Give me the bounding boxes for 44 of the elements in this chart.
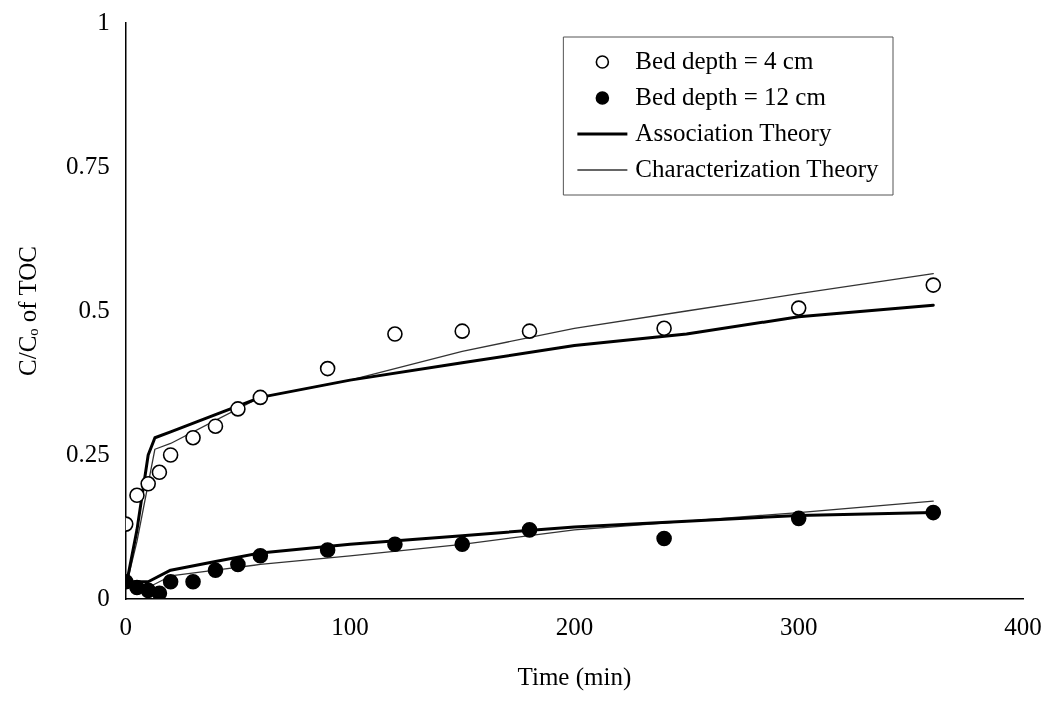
legend-label: Association Theory (635, 118, 832, 146)
point (129, 487, 145, 504)
point (207, 562, 224, 578)
point (319, 542, 336, 558)
point (454, 323, 471, 339)
point (151, 585, 168, 599)
point (207, 418, 224, 434)
y-tick-label: 0.5 (78, 295, 110, 323)
point (140, 476, 156, 492)
point (252, 389, 269, 406)
point (387, 536, 403, 553)
point (230, 401, 246, 417)
point (387, 326, 403, 342)
y-tick-label: 0 (97, 583, 110, 611)
legend-label: Bed depth = 12 cm (635, 82, 827, 110)
point (319, 360, 336, 377)
x-tick-label: 100 (331, 612, 369, 640)
x-axis-title: Time (min) (517, 662, 632, 691)
y-axis-title: C/Cₒ of TOC (13, 246, 41, 376)
point (185, 573, 201, 590)
point (454, 536, 471, 553)
x-tick-label: 400 (1004, 612, 1042, 640)
y-tick-label: 1 (97, 7, 110, 35)
point (656, 530, 672, 547)
point (656, 320, 672, 337)
point (925, 504, 942, 521)
legend-label: Bed depth = 4 cm (635, 46, 814, 74)
point (185, 429, 201, 446)
point (252, 548, 269, 564)
point (790, 510, 807, 527)
point (521, 323, 538, 339)
point (230, 556, 246, 573)
point (162, 447, 179, 463)
x-tick-label: 300 (779, 612, 818, 640)
point (790, 300, 807, 316)
legend-label: Characterization Theory (635, 154, 880, 182)
x-tick-label: 200 (555, 612, 594, 640)
point (925, 277, 942, 293)
x-tick-label: 0 (119, 612, 132, 640)
point (162, 573, 179, 590)
point (521, 522, 538, 538)
y-tick-label: 0.25 (66, 439, 110, 467)
y-tick-label: 0.75 (66, 151, 110, 179)
point (151, 464, 168, 481)
